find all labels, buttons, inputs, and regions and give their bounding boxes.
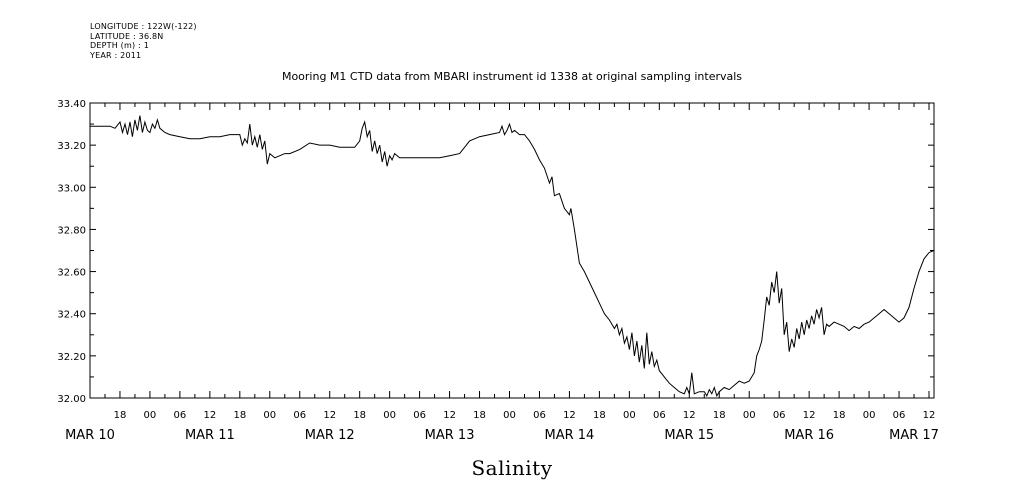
y-tick-label: 32.60 (57, 268, 86, 279)
y-tick-label: 32.80 (57, 225, 86, 236)
x-tick-label: 12 (683, 410, 696, 421)
x-day-label: MAR 16 (784, 428, 834, 443)
x-tick-label: 18 (353, 410, 366, 421)
x-day-label: MAR 14 (545, 428, 595, 443)
x-tick-label: 00 (743, 410, 756, 421)
x-tick-label: 12 (323, 410, 336, 421)
longitude-label: LONGITUDE : 122W(-122) (90, 22, 197, 31)
x-tick-label: 18 (473, 410, 486, 421)
x-day-label: MAR 15 (664, 428, 714, 443)
x-tick-labels: 18 00 06 12 18 00 06 12 18 00 06 12 18 00 06 12 18 00 06 12… (114, 410, 936, 421)
x-tick-label: 18 (233, 410, 246, 421)
x-tick-label: 00 (623, 410, 636, 421)
axis-layer (89, 102, 934, 399)
x-tick-label: 06 (653, 410, 666, 421)
y-tick-labels: 32.00 32.20 32.40 32.60 32.80 33.00 33.20 33.40 (57, 99, 86, 405)
x-tick-label: 12 (563, 410, 576, 421)
x-tick-label: 00 (383, 410, 396, 421)
x-tick-label: 18 (833, 410, 846, 421)
x-tick-label: 06 (413, 410, 426, 421)
x-tick-label: 00 (144, 410, 157, 421)
salinity-series-line (90, 115, 935, 398)
x-day-label: MAR 12 (305, 428, 355, 443)
x-day-label: MAR 11 (185, 428, 235, 443)
x-tick-label: 12 (203, 410, 216, 421)
x-tick-label: 12 (803, 410, 816, 421)
x-day-label: MAR 10 (65, 428, 115, 443)
y-tick-label: 32.40 (57, 310, 86, 321)
x-tick-label: 06 (893, 410, 906, 421)
x-day-label: MAR 17 (889, 428, 939, 443)
x-tick-label: 12 (923, 410, 936, 421)
chart-title: Mooring M1 CTD data from MBARI instrumen… (282, 70, 742, 83)
latitude-label: LATITUDE : 36.8N (90, 31, 164, 41)
x-tick-label: 12 (443, 410, 456, 421)
x-tick-label: 00 (863, 410, 876, 421)
location-metadata: LONGITUDE : 122W(-122) LATITUDE : 36.8N … (90, 22, 197, 60)
y-tick-label: 32.20 (57, 352, 86, 363)
x-tick-label: 06 (773, 410, 786, 421)
x-tick-label: 00 (263, 410, 276, 421)
x-tick-label: 18 (593, 410, 606, 421)
x-tick-label: 06 (293, 410, 306, 421)
y-tick-label: 32.00 (57, 394, 86, 405)
y-tick-label: 33.20 (57, 141, 86, 152)
x-day-labels: MAR 10 MAR 11 MAR 12 MAR 13 MAR 14 MAR 15 MAR … (65, 428, 939, 443)
y-tick-label: 33.00 (57, 183, 86, 194)
y-tick-label: 33.40 (57, 99, 86, 110)
x-axis-label: Salinity (471, 456, 552, 480)
year-label: YEAR : 2011 (90, 50, 142, 60)
x-tick-label: 06 (533, 410, 546, 421)
x-tick-label: 00 (503, 410, 516, 421)
x-tick-label: 18 (713, 410, 726, 421)
x-tick-label: 06 (174, 410, 187, 421)
x-tick-label: 18 (114, 410, 127, 421)
depth-label: DEPTH (m) : 1 (90, 41, 149, 50)
plot-frame (89, 102, 935, 399)
x-day-label: MAR 13 (425, 428, 475, 443)
